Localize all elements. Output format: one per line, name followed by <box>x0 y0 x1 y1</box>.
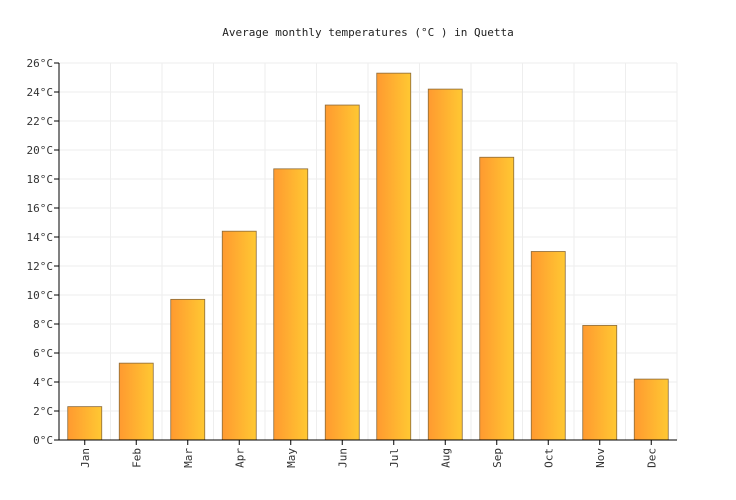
bar-jan <box>67 406 103 441</box>
x-tick-label: Feb <box>130 448 143 468</box>
x-tick-label: Jan <box>79 448 92 468</box>
y-tick-label: 24°C <box>27 86 54 99</box>
bars <box>67 72 669 441</box>
y-tick-label: 0°C <box>33 434 53 447</box>
x-tick-label: May <box>285 448 298 468</box>
x-tick-label: Apr <box>233 448 246 468</box>
x-tick-label: Mar <box>182 448 195 468</box>
bar-feb <box>118 362 154 441</box>
x-tick-label: Aug <box>439 448 452 468</box>
bar-sep <box>479 156 515 441</box>
x-tick-labels: Jan Feb Mar Apr May Jun Jul Aug Sep Oct Nov Dec <box>79 440 658 468</box>
x-tick-label: Sep <box>491 448 504 468</box>
bar-jun <box>324 104 360 441</box>
bar-oct <box>530 251 566 441</box>
y-tick-label: 4°C <box>33 376 53 389</box>
chart-title: Average monthly temperatures (°C ) in Qu… <box>222 26 513 39</box>
y-tick-label: 14°C <box>27 231 54 244</box>
bar-mar <box>170 298 206 441</box>
bar-may <box>273 168 309 441</box>
y-tick-label: 6°C <box>33 347 53 360</box>
x-tick-label: Jun <box>336 448 349 468</box>
y-tick-label: 10°C <box>27 289 54 302</box>
x-tick-label: Nov <box>594 448 607 468</box>
bar-nov <box>582 325 618 441</box>
bar-aug <box>427 88 463 441</box>
y-tick-label: 26°C <box>27 57 54 70</box>
x-tick-label: Dec <box>645 448 658 468</box>
bar-dec <box>633 378 669 441</box>
y-tick-label: 18°C <box>27 173 54 186</box>
y-tick-labels: 0°C 2°C 4°C 6°C 8°C 10°C 12°C 14°C 16°C 18°C 20°C 2… <box>27 57 59 447</box>
y-tick-label: 16°C <box>27 202 54 215</box>
y-tick-label: 12°C <box>27 260 54 273</box>
y-tick-label: 2°C <box>33 405 53 418</box>
grid-lines <box>58 62 678 441</box>
bar-jul <box>376 72 412 441</box>
y-tick-label: 8°C <box>33 318 53 331</box>
y-tick-label: 22°C <box>27 115 54 128</box>
x-tick-label: Jul <box>388 448 401 468</box>
axes <box>58 63 677 441</box>
x-tick-label: Oct <box>542 448 555 468</box>
y-tick-label: 20°C <box>27 144 54 157</box>
bar-apr <box>221 230 257 441</box>
